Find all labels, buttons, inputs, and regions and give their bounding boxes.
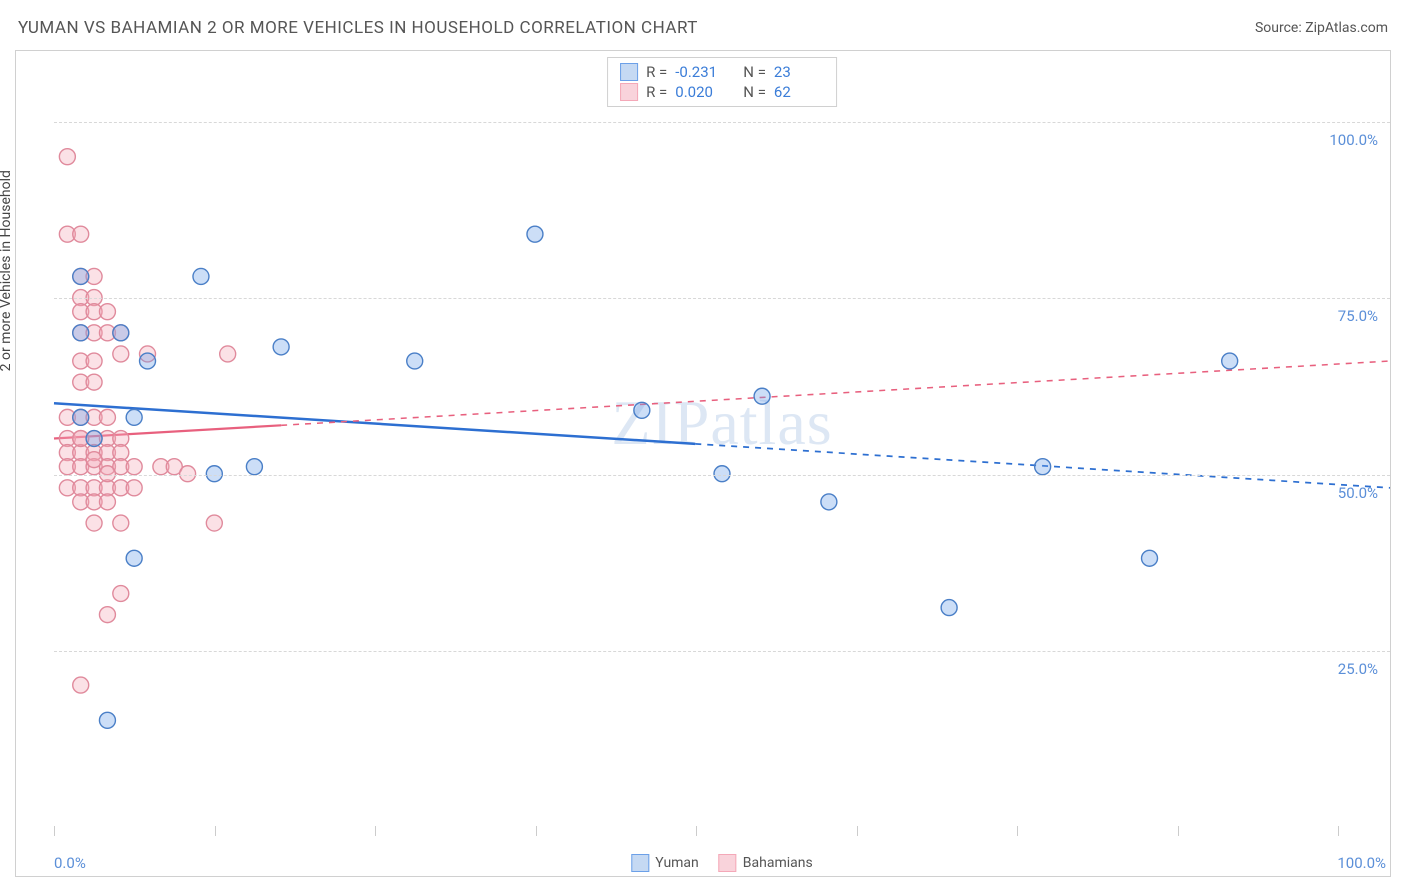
x-tick: [1017, 826, 1018, 836]
data-point: [73, 325, 89, 341]
data-point: [113, 586, 129, 602]
data-point: [113, 325, 129, 341]
data-point: [220, 346, 236, 362]
data-point: [86, 431, 102, 447]
data-point: [126, 480, 142, 496]
data-point: [140, 353, 156, 369]
stat-r-value: 0.020: [675, 83, 725, 101]
x-tick: [857, 826, 858, 836]
legend-swatch: [719, 854, 737, 872]
data-point: [527, 226, 543, 242]
data-point: [99, 409, 115, 425]
gridline: [54, 475, 1390, 476]
data-point: [99, 466, 115, 482]
data-point: [86, 515, 102, 531]
legend-label: Bahamians: [743, 855, 813, 871]
data-point: [73, 677, 89, 693]
stats-swatch: [620, 63, 638, 81]
scatter-plot-svg: [54, 51, 1390, 826]
data-point: [99, 607, 115, 623]
y-tick-label: 50.0%: [1338, 484, 1378, 502]
stat-n-value: 62: [774, 83, 824, 101]
data-point: [273, 339, 289, 355]
regression-line-solid: [54, 403, 695, 444]
gridline: [54, 122, 1390, 123]
stat-n-label: N =: [743, 83, 766, 101]
data-point: [113, 515, 129, 531]
data-point: [821, 494, 837, 510]
data-point: [246, 459, 262, 475]
data-point: [113, 346, 129, 362]
x-tick-label: 0.0%: [54, 854, 86, 872]
y-tick-label: 100.0%: [1329, 131, 1378, 149]
chart-source: Source: ZipAtlas.com: [1255, 20, 1388, 36]
stat-r-label: R =: [646, 63, 667, 81]
data-point: [714, 466, 730, 482]
chart-container: 2 or more Vehicles in Household ZIPatlas…: [15, 50, 1391, 877]
y-tick-label: 25.0%: [1338, 660, 1378, 678]
data-point: [206, 466, 222, 482]
data-point: [126, 550, 142, 566]
stat-r-label: R =: [646, 83, 667, 101]
data-point: [86, 374, 102, 390]
x-tick: [1178, 826, 1179, 836]
x-tick: [696, 826, 697, 836]
x-tick: [1338, 826, 1339, 836]
y-tick-label: 75.0%: [1338, 307, 1378, 325]
data-point: [407, 353, 423, 369]
legend-swatch: [631, 854, 649, 872]
x-tick: [54, 826, 55, 836]
data-point: [59, 149, 75, 165]
data-point: [206, 515, 222, 531]
regression-line-dashed: [281, 361, 1390, 425]
x-axis: 0.0% 100.0% Yuman Bahamians: [54, 826, 1390, 876]
bottom-legend: Yuman Bahamians: [631, 854, 812, 872]
stat-n-label: N =: [743, 63, 766, 81]
x-tick: [215, 826, 216, 836]
chart-title: YUMAN VS BAHAMIAN 2 OR MORE VEHICLES IN …: [18, 18, 698, 38]
x-tick: [375, 826, 376, 836]
legend-label: Yuman: [655, 855, 698, 871]
gridline: [54, 651, 1390, 652]
data-point: [1142, 550, 1158, 566]
chart-header: YUMAN VS BAHAMIAN 2 OR MORE VEHICLES IN …: [18, 18, 1388, 38]
legend-item: Yuman: [631, 854, 698, 872]
stats-legend-box: R = -0.231 N = 23 R = 0.020 N = 62: [607, 57, 837, 107]
data-point: [99, 712, 115, 728]
stats-row: R = 0.020 N = 62: [620, 82, 824, 102]
data-point: [634, 402, 650, 418]
data-point: [754, 388, 770, 404]
data-point: [73, 409, 89, 425]
data-point: [126, 459, 142, 475]
stats-swatch: [620, 83, 638, 101]
stat-n-value: 23: [774, 63, 824, 81]
legend-item: Bahamians: [719, 854, 813, 872]
data-point: [180, 466, 196, 482]
x-tick-label: 100.0%: [1337, 854, 1386, 872]
data-point: [99, 494, 115, 510]
plot-area: ZIPatlas R =-0.231N =23R =0.020N =62 25.…: [54, 51, 1390, 826]
data-point: [86, 452, 102, 468]
data-point: [1035, 459, 1051, 475]
data-point: [126, 409, 142, 425]
data-point: [73, 226, 89, 242]
stats-row: R = -0.231 N = 23: [620, 62, 824, 82]
data-point: [99, 304, 115, 320]
data-point: [1222, 353, 1238, 369]
x-tick: [536, 826, 537, 836]
data-point: [941, 600, 957, 616]
stat-r-value: -0.231: [675, 63, 725, 81]
data-point: [73, 268, 89, 284]
gridline: [54, 298, 1390, 299]
data-point: [193, 268, 209, 284]
y-axis-label: 2 or more Vehicles in Household: [0, 170, 14, 371]
data-point: [86, 353, 102, 369]
